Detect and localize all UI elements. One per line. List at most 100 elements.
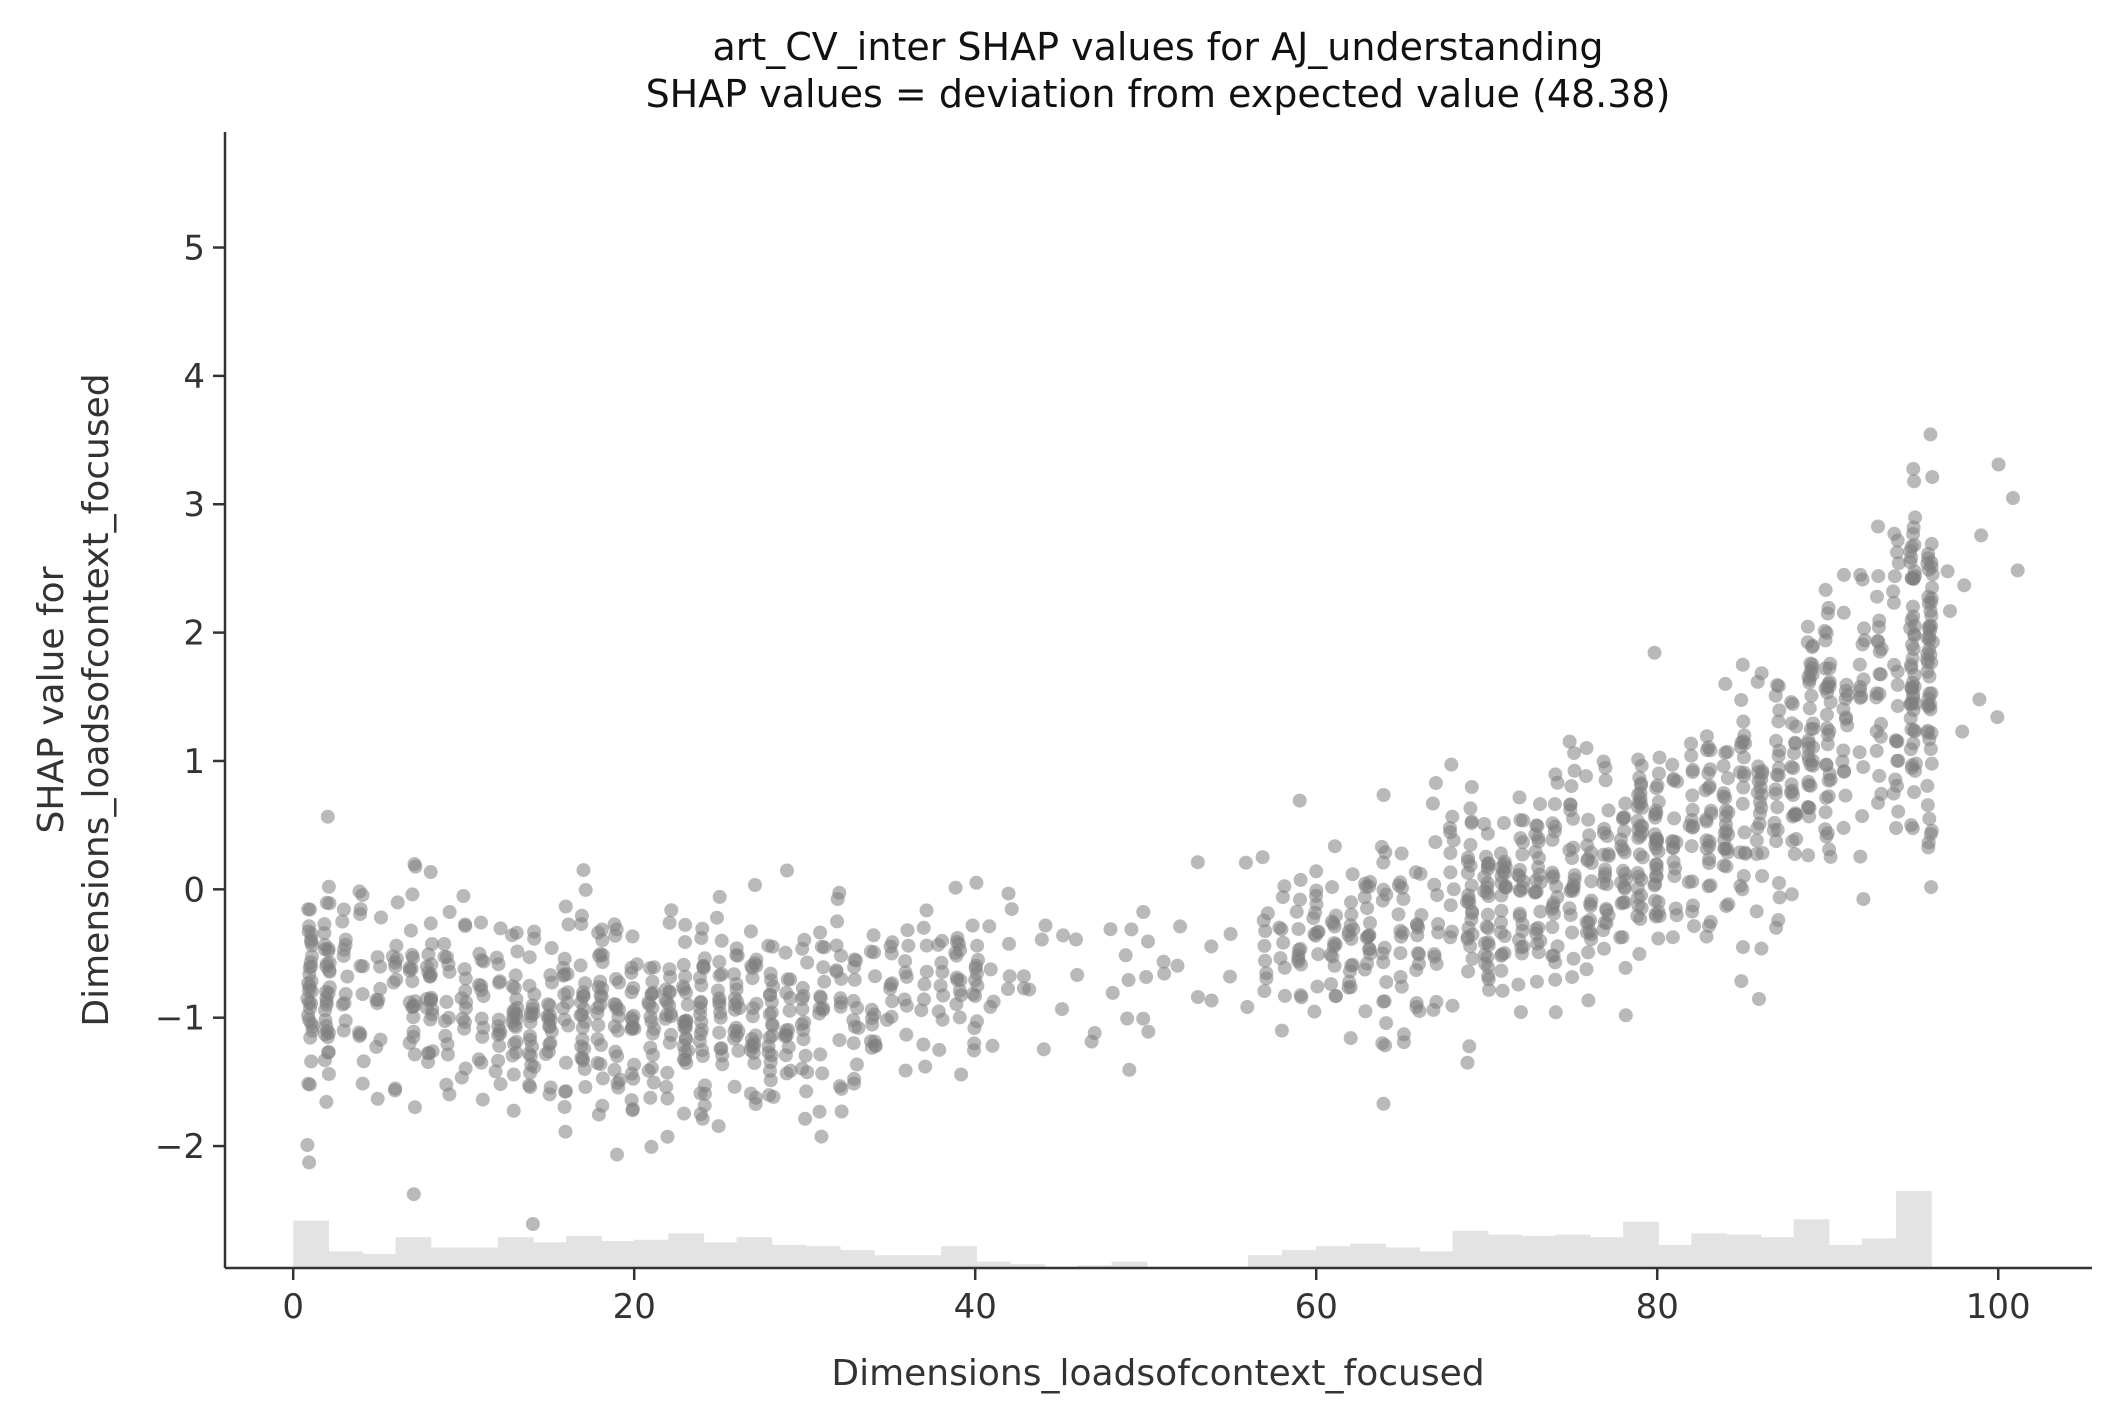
data-point <box>1701 766 1716 781</box>
data-point <box>694 1022 709 1037</box>
data-point <box>1238 855 1253 870</box>
data-point <box>1446 882 1461 897</box>
data-point <box>1443 846 1458 861</box>
data-point <box>847 1071 862 1086</box>
histogram-bar <box>907 1255 943 1268</box>
data-point <box>1920 631 1935 645</box>
data-point <box>1379 975 1394 990</box>
data-point <box>1550 890 1565 904</box>
data-point <box>1566 840 1581 855</box>
histogram-bar <box>1282 1250 1318 1268</box>
data-point <box>1853 567 1868 582</box>
x-tick-label: 100 <box>1966 1287 2031 1327</box>
data-point <box>919 903 934 918</box>
data-point <box>1120 1011 1135 1026</box>
data-point <box>1665 930 1680 945</box>
data-point <box>1376 855 1391 870</box>
data-point <box>866 928 881 943</box>
data-point <box>731 1043 746 1058</box>
data-point <box>422 1046 437 1061</box>
data-point <box>300 1138 315 1152</box>
data-point <box>390 895 405 910</box>
data-point <box>1772 890 1787 905</box>
data-point <box>1737 825 1752 840</box>
data-point <box>834 948 848 963</box>
data-point <box>1752 816 1767 831</box>
data-point <box>525 1217 540 1231</box>
data-point <box>1924 725 1939 740</box>
data-point <box>301 1008 316 1023</box>
data-point <box>778 1048 793 1063</box>
data-point <box>1818 582 1833 597</box>
data-point <box>1394 929 1408 944</box>
data-point <box>1362 941 1377 956</box>
data-point <box>814 1129 829 1144</box>
data-point <box>1583 899 1598 914</box>
data-point <box>778 945 793 960</box>
data-point <box>832 1079 847 1094</box>
data-point <box>301 983 316 998</box>
data-point <box>712 997 727 1012</box>
data-point <box>1801 778 1816 793</box>
data-point <box>712 1025 727 1040</box>
data-point <box>1852 745 1867 760</box>
data-point <box>1702 919 1716 933</box>
data-point <box>405 887 420 902</box>
data-point <box>437 949 452 964</box>
data-point <box>625 929 640 944</box>
data-point <box>1922 811 1937 826</box>
data-point <box>795 992 810 1006</box>
data-point <box>492 1038 507 1053</box>
data-point <box>424 990 439 1005</box>
data-point <box>1632 847 1647 862</box>
data-point <box>1514 940 1529 955</box>
data-point <box>1716 858 1731 873</box>
data-point <box>1426 1002 1441 1017</box>
data-point <box>1925 470 1940 485</box>
data-point <box>1495 983 1510 998</box>
data-point <box>1924 559 1939 574</box>
histogram-bar <box>1759 1237 1796 1268</box>
data-point <box>1443 865 1458 880</box>
data-point <box>970 938 985 953</box>
data-point <box>1840 688 1855 703</box>
data-point <box>543 1080 558 1095</box>
data-point <box>1888 772 1903 787</box>
data-point <box>658 982 673 997</box>
data-point <box>558 1124 573 1139</box>
data-point <box>301 902 316 917</box>
data-point <box>834 995 848 1010</box>
data-point <box>900 923 915 938</box>
data-point <box>595 1071 610 1086</box>
data-point <box>1667 811 1682 826</box>
data-point <box>1687 919 1701 934</box>
data-point <box>1618 796 1633 811</box>
data-point <box>1325 880 1340 895</box>
chart-title: art_CV_inter SHAP values for AJ_understa… <box>712 25 1603 69</box>
data-point <box>1805 657 1820 672</box>
data-point <box>1531 834 1546 849</box>
data-point <box>1530 819 1545 833</box>
data-point <box>1667 869 1682 884</box>
data-point <box>714 967 729 982</box>
data-point <box>680 997 695 1012</box>
data-point <box>1274 1023 1289 1038</box>
x-tick-label: 0 <box>282 1287 304 1327</box>
data-point <box>1408 865 1423 880</box>
data-point <box>867 945 881 960</box>
data-point <box>1396 1027 1411 1042</box>
data-point <box>1701 781 1716 795</box>
data-point <box>1565 851 1579 866</box>
data-point <box>1343 964 1357 979</box>
data-point <box>1532 867 1547 882</box>
data-point <box>441 1010 456 1025</box>
data-point <box>728 1002 742 1017</box>
data-point <box>317 937 332 952</box>
data-point <box>1647 645 1662 660</box>
data-point <box>574 995 588 1010</box>
data-point <box>1292 793 1307 808</box>
data-point <box>1136 905 1151 919</box>
data-point <box>1546 906 1561 921</box>
histogram-bar <box>1793 1219 1830 1268</box>
